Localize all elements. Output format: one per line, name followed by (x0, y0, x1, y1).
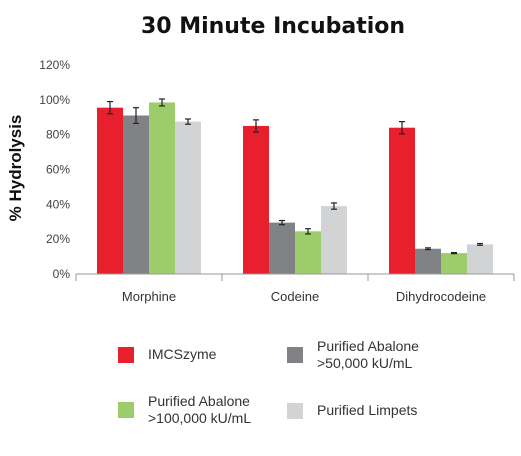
y-axis-ticks: 0% 20% 40% 60% 80% 100% 120% (39, 58, 70, 281)
bar (389, 127, 415, 274)
y-tick-label: 100% (39, 93, 70, 107)
y-tick-label: 80% (46, 128, 70, 142)
y-tick-label: 120% (39, 58, 70, 72)
y-tick-label: 0% (53, 267, 71, 281)
y-tick-label: 60% (46, 163, 70, 177)
bar (441, 253, 467, 274)
x-tick-label: Codeine (271, 289, 319, 304)
y-tick-label: 40% (46, 197, 70, 211)
bar (243, 125, 269, 274)
bar (175, 121, 201, 275)
axes (75, 273, 515, 281)
x-axis-labels: Morphine Codeine Dihydrocodeine (122, 289, 486, 304)
bar (269, 222, 295, 274)
bar (123, 115, 149, 274)
y-axis-label: % Hydrolysis (6, 115, 25, 222)
bar (149, 102, 175, 274)
y-tick-label: 20% (46, 232, 70, 246)
bars (97, 102, 493, 275)
x-tick-label: Morphine (122, 289, 176, 304)
x-tick-label: Dihydrocodeine (396, 289, 486, 304)
chart-title: 30 Minute Incubation (141, 14, 405, 39)
bar (97, 107, 123, 274)
bar (295, 231, 321, 274)
error-bars (107, 98, 483, 255)
bar (321, 206, 347, 274)
bar (467, 244, 493, 274)
bar (415, 248, 441, 274)
